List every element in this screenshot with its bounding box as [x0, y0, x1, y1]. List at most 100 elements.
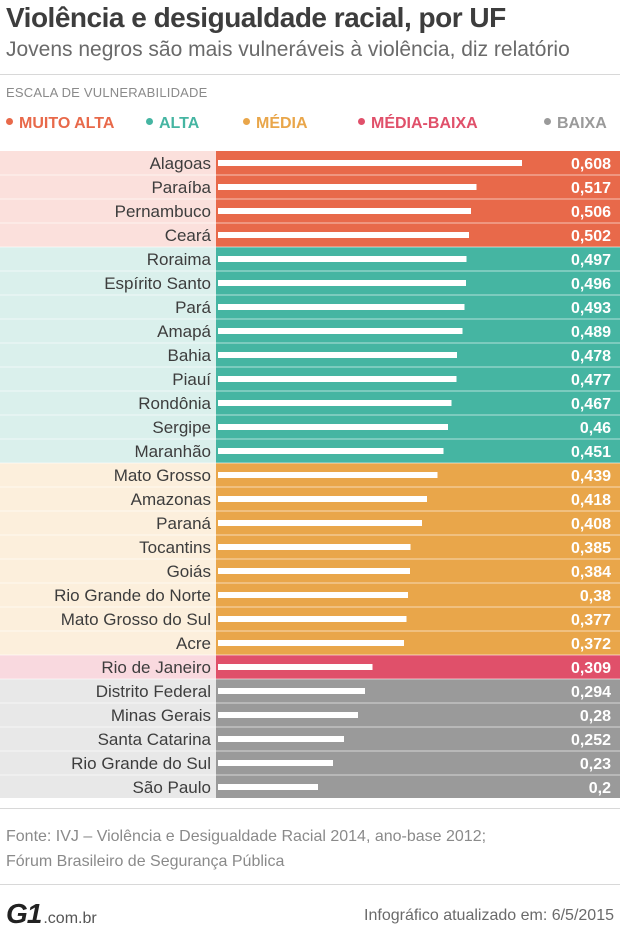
legend-item-baixa: BAIXA	[544, 115, 607, 133]
category-label: Paraná	[156, 514, 211, 533]
row-background	[0, 463, 216, 487]
bar	[218, 448, 444, 454]
legend-dot-icon	[243, 118, 250, 126]
category-label: Rio Grande do Sul	[71, 754, 211, 773]
bar	[218, 592, 408, 598]
bar	[218, 520, 422, 526]
legend-label: BAIXA	[557, 115, 607, 132]
row-background	[0, 607, 216, 631]
category-label: Rio Grande do Norte	[54, 586, 211, 605]
legend-dot-icon	[358, 118, 365, 126]
legend-label: MUITO ALTA	[19, 115, 115, 132]
value-label: 0,309	[571, 660, 611, 677]
category-label: Tocantins	[139, 538, 211, 557]
bar	[218, 160, 522, 166]
legend-dot-icon	[146, 118, 153, 126]
row-background	[0, 535, 216, 559]
value-label: 0,467	[571, 396, 611, 413]
value-label: 0,478	[571, 348, 611, 365]
value-label: 0,493	[571, 300, 611, 317]
row-background	[0, 439, 216, 463]
value-label: 0,385	[571, 540, 611, 557]
value-label: 0,418	[571, 492, 611, 509]
updated-date: Infográfico atualizado em: 6/5/2015	[364, 907, 614, 924]
bar	[218, 280, 466, 286]
legend-title: ESCALA DE VULNERABILIDADE	[6, 85, 208, 100]
value-label: 0,502	[571, 228, 611, 245]
value-label: 0,506	[571, 204, 611, 221]
row-background	[0, 151, 216, 175]
bar	[218, 376, 457, 382]
row-background	[0, 727, 216, 751]
header-divider	[0, 74, 620, 75]
value-label: 0,489	[571, 324, 611, 341]
row-background	[0, 751, 216, 775]
category-label: Minas Gerais	[111, 706, 211, 725]
row-background	[0, 199, 216, 223]
category-label: Sergipe	[152, 418, 211, 437]
row-background	[0, 343, 216, 367]
bar	[218, 664, 373, 670]
row-background	[0, 775, 216, 798]
value-label: 0,496	[571, 276, 611, 293]
source-note: Fonte: IVJ – Violência e Desigualdade Ra…	[6, 824, 486, 874]
row-background	[0, 415, 216, 439]
logo-mark: G1	[6, 898, 42, 929]
category-label: Santa Catarina	[98, 730, 212, 749]
category-label: Distrito Federal	[96, 682, 211, 701]
chart-subtitle: Jovens negros são mais vulneráveis à vio…	[6, 38, 570, 61]
category-label: Ceará	[165, 226, 212, 245]
category-label: Goiás	[167, 562, 211, 581]
category-label: Roraima	[147, 250, 212, 269]
category-label: Mato Grosso	[114, 466, 211, 485]
row-background	[0, 223, 216, 247]
chart-title: Violência e desigualdade racial, por UF	[6, 2, 506, 33]
legend-item-alta: ALTA	[146, 115, 199, 133]
bar	[218, 184, 477, 190]
bar	[218, 544, 411, 550]
value-label: 0,517	[571, 180, 611, 197]
category-label: Bahia	[168, 346, 212, 365]
row-background	[0, 703, 216, 727]
source-line-2: Fórum Brasileiro de Segurança Pública	[6, 853, 285, 870]
footer-divider	[0, 808, 620, 809]
row-background	[0, 175, 216, 199]
category-label: Alagoas	[150, 154, 211, 173]
bar	[218, 688, 365, 694]
bar	[218, 784, 318, 790]
category-label: Pernambuco	[115, 202, 211, 221]
legend-label: MÉDIA-BAIXA	[371, 115, 478, 132]
bar	[218, 616, 407, 622]
category-label: Mato Grosso do Sul	[61, 610, 211, 629]
value-label: 0,477	[571, 372, 611, 389]
row-background	[0, 631, 216, 655]
row-background	[0, 247, 216, 271]
category-label: Acre	[176, 634, 211, 653]
bar	[218, 328, 463, 334]
legend-label: MÉDIA	[256, 115, 308, 132]
source-line-1: Fonte: IVJ – Violência e Desigualdade Ra…	[6, 828, 487, 845]
g1-logo: G1 .com.br	[6, 898, 97, 930]
value-label: 0,372	[571, 636, 611, 653]
value-label: 0,451	[571, 444, 611, 461]
logo-domain: .com.br	[43, 910, 97, 927]
value-label: 0,46	[580, 420, 611, 437]
legend-item-muito-alta: MUITO ALTA	[6, 115, 114, 133]
value-label: 0,252	[571, 732, 611, 749]
bar	[218, 736, 344, 742]
row-background	[0, 319, 216, 343]
bar	[218, 304, 465, 310]
bar	[218, 400, 452, 406]
bar	[218, 496, 427, 502]
value-label: 0,439	[571, 468, 611, 485]
category-label: Rondônia	[138, 394, 211, 413]
value-label: 0,23	[580, 756, 611, 773]
row-background	[0, 679, 216, 703]
value-label: 0,408	[571, 516, 611, 533]
category-label: São Paulo	[133, 778, 211, 797]
category-label: Maranhão	[134, 442, 211, 461]
bar	[218, 472, 438, 478]
bar	[218, 352, 457, 358]
legend-label: ALTA	[159, 115, 200, 132]
value-label: 0,38	[580, 588, 611, 605]
